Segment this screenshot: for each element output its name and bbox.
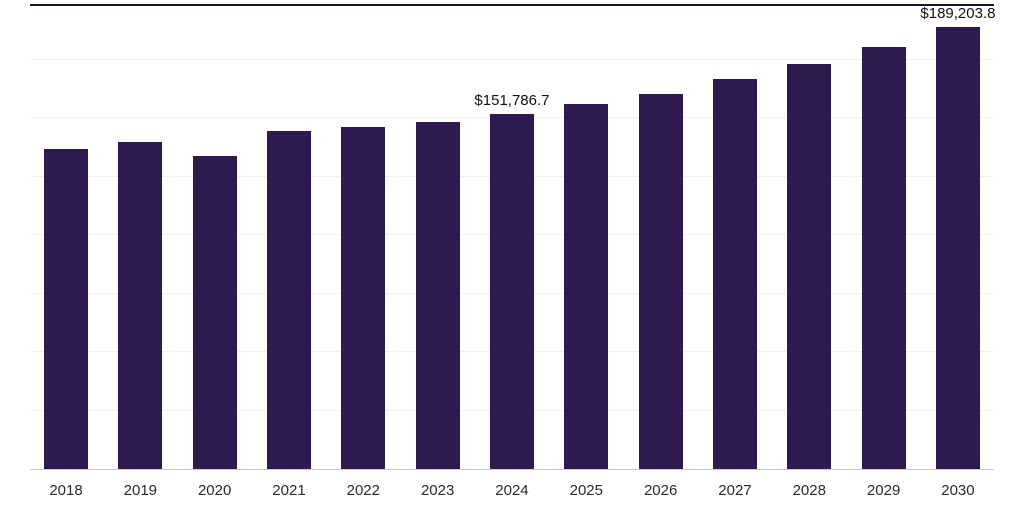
bar-2021 <box>266 131 311 469</box>
x-tick-label: 2030 <box>941 482 975 499</box>
x-axis: 2018 2019 2020 2021 2022 2023 2024 2025 2026 2027… <box>30 482 994 499</box>
x-tick-2030: 2030 <box>936 482 980 499</box>
gridline <box>30 58 994 60</box>
x-tick-2026: 2026 <box>639 482 683 499</box>
x-tick-label: 2025 <box>569 482 603 499</box>
bar-series: $151,786.7 $189,203.8 <box>30 5 995 469</box>
x-tick-label: 2029 <box>866 482 901 499</box>
x-tick-2021: 2021 <box>267 482 311 499</box>
bar-2022 <box>341 126 386 469</box>
x-tick-label: 2022 <box>346 482 380 499</box>
x-tick-2028: 2028 <box>787 482 831 499</box>
x-tick-label: 2018 <box>49 482 83 499</box>
bar-chart: $151,786.7 $189,203.8 2018 2019 2020 2021 202… <box>30 4 995 499</box>
bar-2029 <box>861 46 906 469</box>
x-tick-2022: 2022 <box>341 482 385 499</box>
x-tick-2023: 2023 <box>416 482 460 499</box>
x-tick-label: 2027 <box>718 482 752 499</box>
x-tick-label: 2021 <box>272 482 306 499</box>
plot-area: $151,786.7 $189,203.8 <box>30 4 995 470</box>
x-tick-2020: 2020 <box>193 482 237 499</box>
bar-2019 <box>118 142 163 469</box>
bar-2026 <box>638 94 683 469</box>
x-tick-label: 2023 <box>420 482 455 499</box>
x-tick-label: 2026 <box>643 482 678 499</box>
data-label-2024: $151,786.7 <box>474 92 550 110</box>
bar-2023 <box>415 122 460 469</box>
x-tick-label: 2024 <box>495 482 529 499</box>
x-tick-label: 2020 <box>197 482 232 499</box>
x-tick-label: 2019 <box>123 482 158 499</box>
bar-2024: $151,786.7 <box>474 92 550 469</box>
x-tick-2027: 2027 <box>713 482 757 499</box>
x-tick-2019: 2019 <box>118 482 162 499</box>
x-tick-label: 2028 <box>792 482 826 499</box>
x-tick-2024: 2024 <box>490 482 534 499</box>
bar-2030: $189,203.8 <box>920 5 995 469</box>
x-tick-2025: 2025 <box>564 482 608 499</box>
bar-2027 <box>712 79 757 469</box>
x-tick-2029: 2029 <box>862 482 906 499</box>
data-label-2030: $189,203.8 <box>920 4 996 22</box>
x-tick-2018: 2018 <box>44 482 88 499</box>
bar-2025 <box>564 104 609 469</box>
bar-2018 <box>44 148 88 469</box>
bar-2028 <box>787 64 832 469</box>
bar-2020 <box>192 156 237 469</box>
